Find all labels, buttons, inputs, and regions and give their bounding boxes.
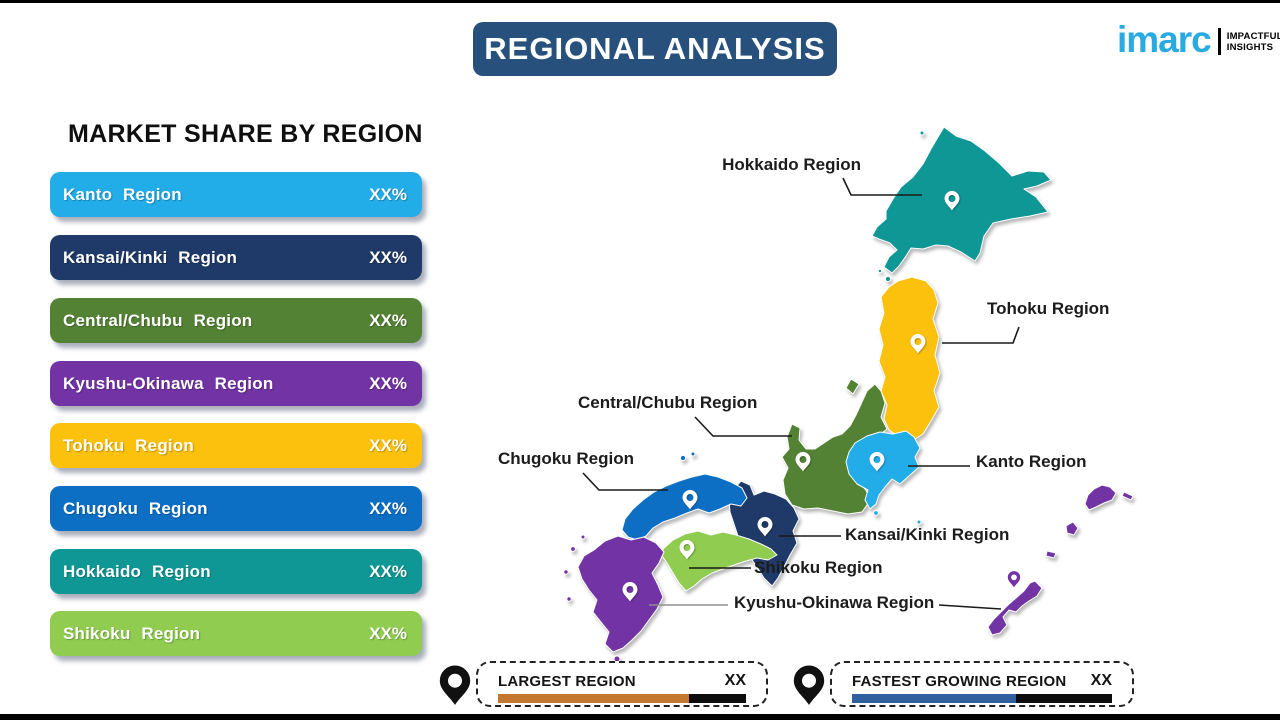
map-callouts (582, 177, 1020, 610)
logo-divider (1217, 28, 1221, 55)
fastest-region-legend: FASTEST GROWING REGION XX (830, 661, 1134, 707)
map-label-chubu: Central/Chubu Region (578, 393, 758, 412)
bottom-border-strip (0, 714, 1280, 720)
callout-kyushu-right (938, 604, 1002, 610)
map-island-okinawa-mid (1065, 521, 1079, 536)
share-bar-label: Kyushu-Okinawa Region (63, 373, 274, 393)
map-island-okinawa-main (987, 580, 1043, 636)
logo-tagline-line2: INSIGHTS (1226, 41, 1274, 53)
map-island-amami-small (1121, 491, 1134, 501)
map-label-tohoku: Tohoku Region (987, 299, 1110, 318)
share-bar-label: Tohoku Region (63, 435, 194, 455)
map-island-goto (566, 596, 572, 602)
share-bar-label: Chugoku Region (63, 498, 208, 518)
largest-region-bar-fill (498, 694, 689, 703)
share-bar-hokkaido: Hokkaido Region XX% (50, 549, 422, 594)
map-island-hokkaido-small (919, 130, 925, 136)
map-label-kyushu: Kyushu-Okinawa Region (734, 593, 935, 612)
map-island-sado (845, 378, 860, 395)
share-bar-value: XX% (369, 247, 407, 267)
largest-region-label: LARGEST REGION (498, 672, 636, 690)
largest-region-legend: LARGEST REGION XX (476, 661, 768, 707)
map-region-hokkaido (871, 126, 1052, 274)
map-label-chugoku: Chugoku Region (498, 449, 634, 468)
map-island-hokkaido-small (877, 268, 883, 274)
share-bar-label: Central/Chubu Region (63, 310, 253, 330)
largest-region-pin-icon (439, 665, 471, 706)
share-bar-chugoku: Chugoku Region XX% (50, 486, 422, 531)
map-region-kyushu (577, 535, 665, 653)
map-label-kanto: Kanto Region (976, 452, 1087, 471)
share-bar-label: Kanto Region (63, 184, 182, 204)
map-island-tsushima (580, 534, 586, 540)
share-bar-value: XX% (369, 498, 407, 518)
logo-tagline-line1: IMPACTFUL (1226, 30, 1280, 42)
map-island-oki (679, 454, 687, 462)
share-bar-kansai: Kansai/Kinki Region XX% (50, 235, 422, 280)
title-banner: REGIONAL ANALYSIS (473, 22, 837, 76)
largest-region-bar-track (498, 694, 746, 703)
fastest-region-label: FASTEST GROWING REGION (852, 672, 1067, 690)
callout-chugoku (582, 472, 668, 491)
share-bar-chubu: Central/Chubu Region XX% (50, 298, 422, 343)
map-island-izu (873, 510, 879, 516)
share-bar-kyushu: Kyushu-Okinawa Region XX% (50, 361, 422, 406)
share-bar-label: Kansai/Kinki Region (63, 247, 238, 267)
map-island-okinawa-small (1045, 550, 1057, 559)
fastest-region-bar-track (852, 694, 1112, 703)
share-bar-label: Shikoku Region (63, 623, 201, 643)
map-island-hokkaido-small (884, 275, 892, 283)
imarc-logo: imarc IMPACTFUL INSIGHTS (1117, 18, 1280, 60)
fastest-region-value: XX (1090, 672, 1112, 689)
map-label-hokkaido: Hokkaido Region (722, 155, 861, 174)
imarc-logo-wordmark: imarc (1117, 18, 1212, 60)
map-label-kansai: Kansai/Kinki Region (845, 525, 1010, 544)
map-region-chugoku (621, 473, 748, 541)
map-island-izu (916, 519, 922, 525)
market-share-title: MARKET SHARE BY REGION (68, 120, 423, 148)
share-bar-tohoku: Tohoku Region XX% (50, 423, 422, 468)
share-bar-value: XX% (369, 310, 407, 330)
share-bar-kanto: Kanto Region XX% (50, 172, 422, 217)
fastest-region-bar-fill (852, 694, 1016, 703)
map-label-shikoku: Shikoku Region (754, 558, 883, 577)
map-island-goto (563, 569, 569, 575)
share-bar-value: XX% (369, 184, 407, 204)
map-island-oki (690, 451, 696, 457)
callout-hokkaido (842, 177, 922, 196)
map-island-amami (1084, 484, 1117, 511)
share-bar-value: XX% (369, 561, 407, 581)
share-bar-shikoku: Shikoku Region XX% (50, 611, 422, 656)
top-border-strip (0, 0, 1280, 3)
share-bar-value: XX% (369, 623, 407, 643)
callout-tohoku (942, 326, 1020, 344)
share-bar-label: Hokkaido Region (63, 561, 211, 581)
fastest-region-pin-icon (793, 665, 825, 706)
pin-okinawa (1007, 571, 1021, 588)
share-bar-value: XX% (369, 435, 407, 455)
map-region-kanto (845, 430, 921, 510)
callout-chubu (694, 416, 792, 437)
share-bar-value: XX% (369, 373, 407, 393)
map-island-tsushima (570, 546, 576, 552)
map-region-tohoku (878, 276, 941, 442)
largest-region-value: XX (724, 672, 746, 689)
logo-tagline: IMPACTFUL INSIGHTS (1227, 31, 1280, 53)
page-title: REGIONAL ANALYSIS (484, 31, 826, 66)
